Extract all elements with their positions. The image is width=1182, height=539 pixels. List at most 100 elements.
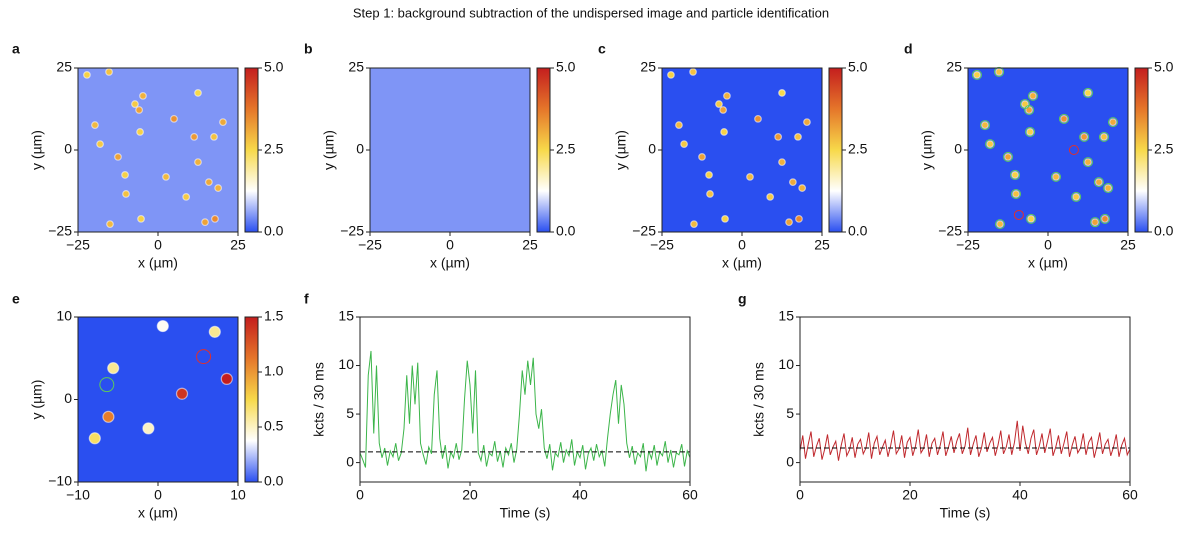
y-axis-label: y (µm) (613, 130, 629, 170)
panel-d: d0.02.55.0−25025−25025x (µm)y (µm) (904, 41, 1174, 271)
particle-spot (92, 122, 99, 129)
panel-c: c0.02.55.0−25025−25025x (µm)y (µm) (598, 41, 868, 271)
x-tick-label: 0 (356, 487, 364, 503)
colorbar-tick-label: 0.5 (264, 418, 284, 434)
particle-spot (215, 185, 222, 192)
y-tick-label: 0 (786, 453, 794, 469)
particle-spot (108, 363, 119, 374)
particle-spot (1101, 134, 1108, 141)
y-tick-label: 25 (56, 59, 72, 75)
particle-spot (84, 72, 91, 79)
y-tick-label: −25 (340, 223, 364, 239)
particle-spot (786, 219, 793, 226)
image-background (370, 68, 530, 232)
particle-spot (779, 159, 786, 166)
x-tick-label: −10 (66, 487, 90, 503)
particle-spot (1085, 159, 1092, 166)
particle-spot (183, 194, 190, 201)
colorbar-tick-label: 5.0 (848, 59, 868, 75)
panel-letter: b (304, 41, 313, 57)
particle-spot (722, 216, 729, 223)
colorbar-tick-label: 0.0 (556, 223, 576, 239)
x-axis-label: x (µm) (722, 255, 762, 271)
particle-spot (195, 159, 202, 166)
particle-spot (163, 174, 170, 181)
x-axis-label: x (µm) (138, 255, 178, 271)
y-tick-label: −25 (632, 223, 656, 239)
particle-spot (1028, 216, 1035, 223)
panel-b: b0.02.55.0−25025−25025x (µm)y (µm) (304, 41, 576, 271)
x-tick-label: 0 (796, 487, 804, 503)
image-background (78, 68, 238, 232)
plot-area (360, 351, 690, 471)
y-tick-label: 0 (954, 141, 962, 157)
axes-frame (800, 317, 1130, 482)
particle-spot (1102, 216, 1109, 223)
x-tick-label: 0 (154, 237, 162, 253)
particle-spot (107, 221, 114, 228)
particle-spot (1027, 129, 1034, 136)
particle-spot (796, 216, 803, 223)
y-tick-label: 25 (348, 59, 364, 75)
particle-spot (997, 221, 1004, 228)
panel-a: a0.02.55.0−25025−25025x (µm)y (µm) (12, 41, 284, 271)
x-tick-label: 25 (1120, 237, 1136, 253)
particle-spot (221, 373, 232, 384)
particle-spot (1005, 154, 1012, 161)
particle-spot (790, 179, 797, 186)
x-tick-label: 25 (522, 237, 538, 253)
particle-spot (775, 134, 782, 141)
particle-spot (89, 433, 100, 444)
particle-spot (799, 185, 806, 192)
particle-spot (211, 134, 218, 141)
particle-spot (177, 388, 188, 399)
y-tick-label: 10 (778, 356, 794, 372)
particle-spot (676, 122, 683, 129)
x-axis-label: x (µm) (1028, 255, 1068, 271)
particle-spot (1081, 134, 1088, 141)
colorbar-tick-label: 2.5 (848, 141, 868, 157)
particle-spot (143, 423, 154, 434)
y-tick-label: 25 (640, 59, 656, 75)
x-tick-label: 20 (462, 487, 478, 503)
image-background (78, 317, 238, 482)
x-tick-label: 60 (1122, 487, 1138, 503)
particle-spot (1030, 93, 1037, 100)
panel-letter: d (904, 41, 913, 57)
image-background (662, 68, 822, 232)
x-tick-label: −25 (66, 237, 90, 253)
particle-spot (1061, 116, 1068, 123)
image-background (968, 68, 1128, 232)
colorbar (829, 68, 842, 232)
particle-spot (136, 107, 143, 114)
particle-spot (209, 326, 220, 337)
figure-title: Step 1: background subtraction of the un… (353, 5, 829, 20)
x-tick-label: 0 (738, 237, 746, 253)
y-tick-label: 25 (946, 59, 962, 75)
particle-spot (996, 69, 1003, 76)
particle-spot (1012, 172, 1019, 179)
y-axis-label: y (µm) (29, 130, 45, 170)
colorbar-tick-label: 5.0 (556, 59, 576, 75)
x-tick-label: 60 (682, 487, 698, 503)
trace-line (360, 351, 690, 471)
y-tick-label: 15 (778, 308, 794, 324)
x-tick-label: −25 (956, 237, 980, 253)
particle-spot (668, 72, 675, 79)
particle-spot (212, 216, 219, 223)
particle-spot (767, 194, 774, 201)
particle-spot (1092, 219, 1099, 226)
particle-spot (1085, 90, 1092, 97)
particle-spot (699, 154, 706, 161)
x-axis-label: x (µm) (430, 255, 470, 271)
panel-letter: e (12, 291, 20, 307)
x-tick-label: 0 (154, 487, 162, 503)
y-tick-label: 15 (338, 308, 354, 324)
y-axis-label: kcts / 30 ms (751, 362, 767, 437)
particle-spot (779, 90, 786, 97)
y-tick-label: −10 (48, 473, 72, 489)
x-tick-label: 20 (902, 487, 918, 503)
colorbar (245, 317, 258, 482)
particle-spot (724, 93, 731, 100)
x-tick-label: 10 (230, 487, 246, 503)
